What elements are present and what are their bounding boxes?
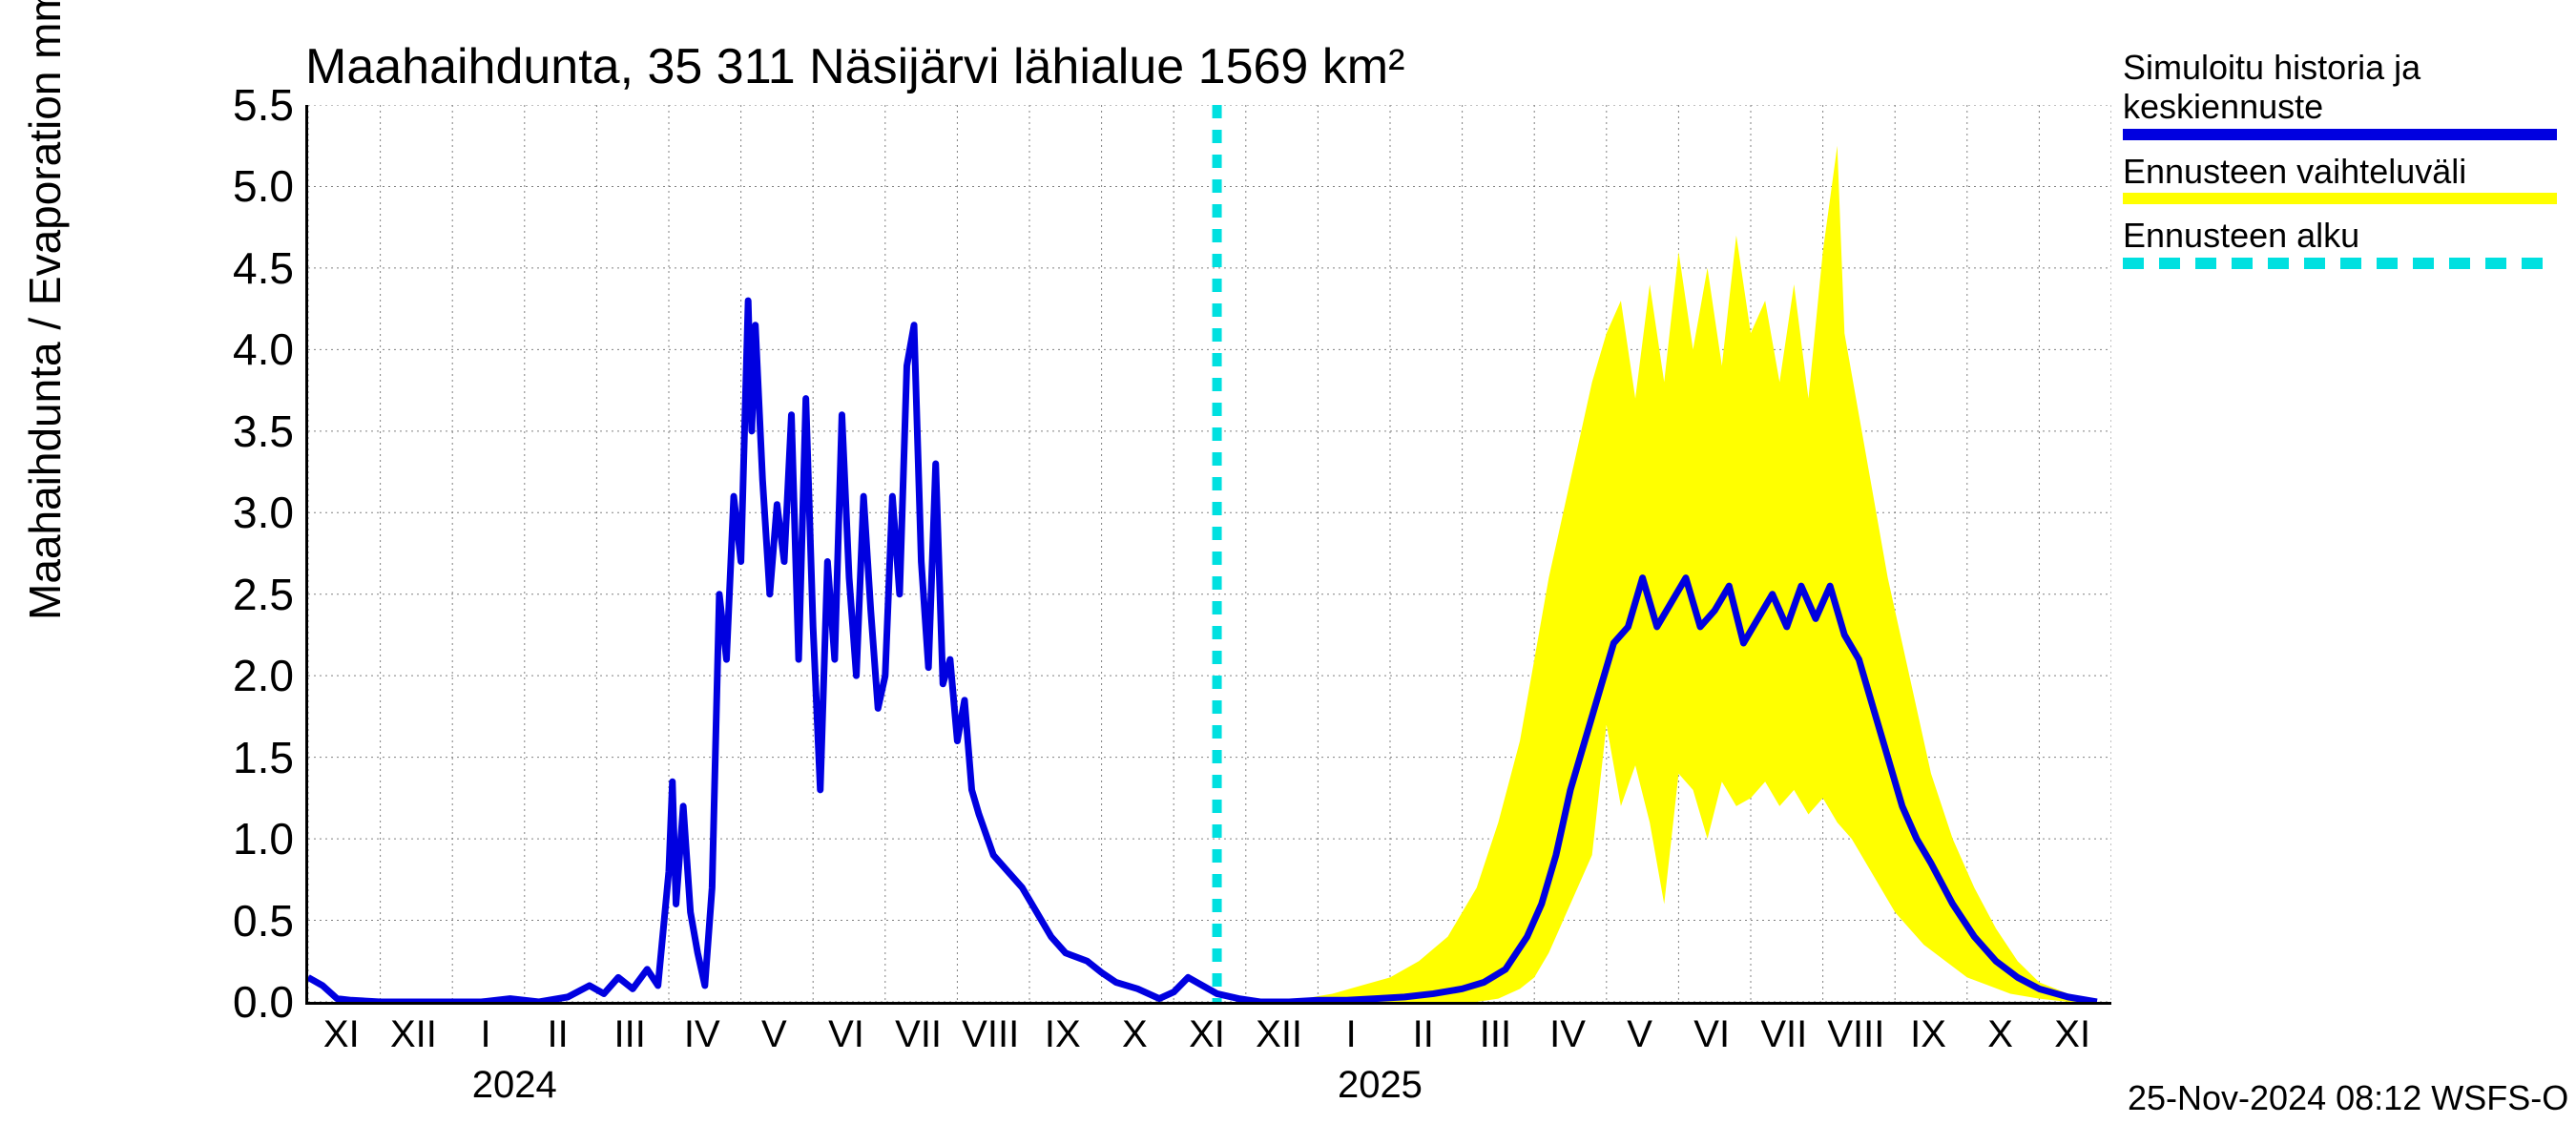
x-tick-label: V [1627, 1013, 1652, 1056]
y-tick-label: 5.5 [233, 79, 294, 131]
x-tick-label: XI [1189, 1013, 1225, 1056]
x-tick-label: VII [1760, 1013, 1807, 1056]
chart-canvas: Maahaihdunta, 35 311 Näsijärvi lähialue … [0, 0, 2576, 1145]
plot-area [305, 105, 2111, 1005]
legend-label: Ennusteen vaihteluväli [2123, 152, 2557, 191]
x-tick-label: VI [828, 1013, 864, 1056]
x-tick-label: III [1480, 1013, 1511, 1056]
x-tick-label: VIII [1827, 1013, 1884, 1056]
legend-item-start: Ennusteen alku [2123, 216, 2557, 268]
y-tick-label: 3.0 [233, 487, 294, 538]
x-tick-label: III [614, 1013, 646, 1056]
legend-item-band: Ennusteen vaihteluväli [2123, 152, 2557, 204]
y-tick-label: 5.0 [233, 160, 294, 212]
x-tick-label: X [1987, 1013, 2013, 1056]
legend-item-history: Simuloitu historia ja keskiennuste [2123, 48, 2557, 140]
x-tick-label: VIII [962, 1013, 1019, 1056]
y-tick-label: 4.5 [233, 242, 294, 294]
legend-swatch-solid [2123, 129, 2557, 140]
y-tick-label: 2.5 [233, 569, 294, 620]
y-tick-label: 0.0 [233, 976, 294, 1028]
y-tick-label: 3.5 [233, 406, 294, 457]
y-tick-label: 2.0 [233, 650, 294, 701]
y-tick-label: 0.5 [233, 895, 294, 947]
y-axis-label: Maahaihdunta / Evaporation mm/d [19, 0, 71, 620]
x-tick-label: II [547, 1013, 568, 1056]
x-tick-label: X [1122, 1013, 1148, 1056]
x-tick-label: IX [1045, 1013, 1081, 1056]
x-tick-label: XI [323, 1013, 360, 1056]
x-tick-label: V [761, 1013, 787, 1056]
x-tick-label: VI [1693, 1013, 1730, 1056]
legend-swatch-fill [2123, 193, 2557, 204]
x-tick-label: VII [895, 1013, 942, 1056]
x-tick-label: IV [684, 1013, 720, 1056]
x-tick-label: II [1413, 1013, 1434, 1056]
x-tick-label: XI [2054, 1013, 2090, 1056]
legend: Simuloitu historia ja keskiennuste Ennus… [2123, 48, 2557, 281]
x-tick-label: IX [1910, 1013, 1946, 1056]
y-tick-label: 1.0 [233, 813, 294, 864]
legend-label: Ennusteen alku [2123, 216, 2557, 255]
x-year-label: 2025 [1338, 1064, 1423, 1107]
x-year-label: 2024 [472, 1064, 557, 1107]
chart-title: Maahaihdunta, 35 311 Näsijärvi lähialue … [305, 38, 1404, 95]
x-tick-label: XII [390, 1013, 437, 1056]
x-tick-label: IV [1549, 1013, 1586, 1056]
x-tick-label: I [1346, 1013, 1357, 1056]
legend-label: Simuloitu historia ja keskiennuste [2123, 48, 2557, 127]
y-tick-label: 1.5 [233, 732, 294, 783]
legend-swatch-dashed [2123, 258, 2557, 269]
footer-timestamp: 25-Nov-2024 08:12 WSFS-O [2128, 1078, 2568, 1118]
x-tick-label: I [480, 1013, 490, 1056]
x-tick-label: XII [1256, 1013, 1302, 1056]
plot-svg [308, 105, 2111, 1002]
y-tick-label: 4.0 [233, 323, 294, 375]
